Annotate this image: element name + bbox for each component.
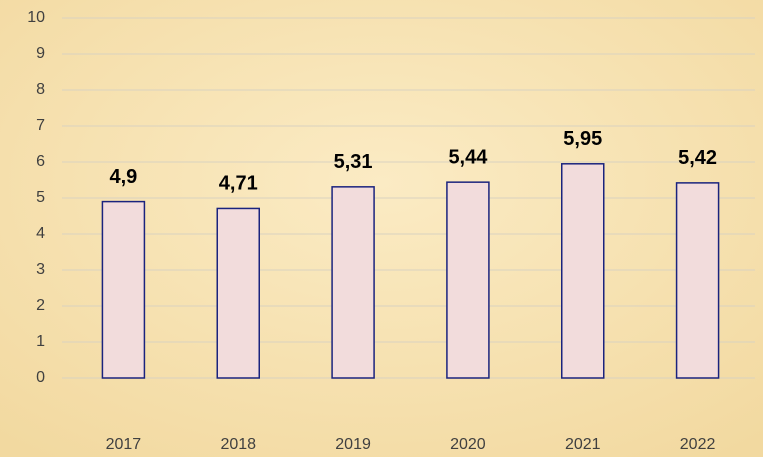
y-tick-label: 9 xyxy=(36,45,45,62)
y-tick-label: 8 xyxy=(36,81,45,98)
y-tick-label: 3 xyxy=(36,261,45,278)
data-label: 5,95 xyxy=(563,128,602,150)
bar xyxy=(101,200,146,379)
bar xyxy=(216,207,260,379)
bar xyxy=(675,182,720,379)
data-label: 4,71 xyxy=(219,173,258,195)
x-tick-label: 2019 xyxy=(335,436,371,453)
data-label: 4,9 xyxy=(110,166,138,188)
y-tick-label: 6 xyxy=(36,153,45,170)
data-label: 5,42 xyxy=(678,147,717,169)
x-tick-label: 2017 xyxy=(106,436,142,453)
bar xyxy=(446,181,490,379)
data-label: 5,31 xyxy=(334,151,373,173)
bar xyxy=(561,163,605,379)
bar xyxy=(331,186,375,379)
y-tick-label: 5 xyxy=(36,189,45,206)
y-tick-label: 7 xyxy=(36,117,45,134)
x-tick-label: 2020 xyxy=(450,436,486,453)
y-tick-label: 2 xyxy=(36,297,45,314)
y-tick-label: 0 xyxy=(36,369,45,386)
data-label: 5,44 xyxy=(448,146,488,168)
y-tick-label: 4 xyxy=(36,225,45,242)
y-tick-label: 1 xyxy=(36,333,45,350)
x-tick-label: 2022 xyxy=(680,436,716,453)
x-tick-label: 2021 xyxy=(565,436,601,453)
x-tick-label: 2018 xyxy=(220,436,256,453)
y-tick-label: 10 xyxy=(27,9,45,26)
